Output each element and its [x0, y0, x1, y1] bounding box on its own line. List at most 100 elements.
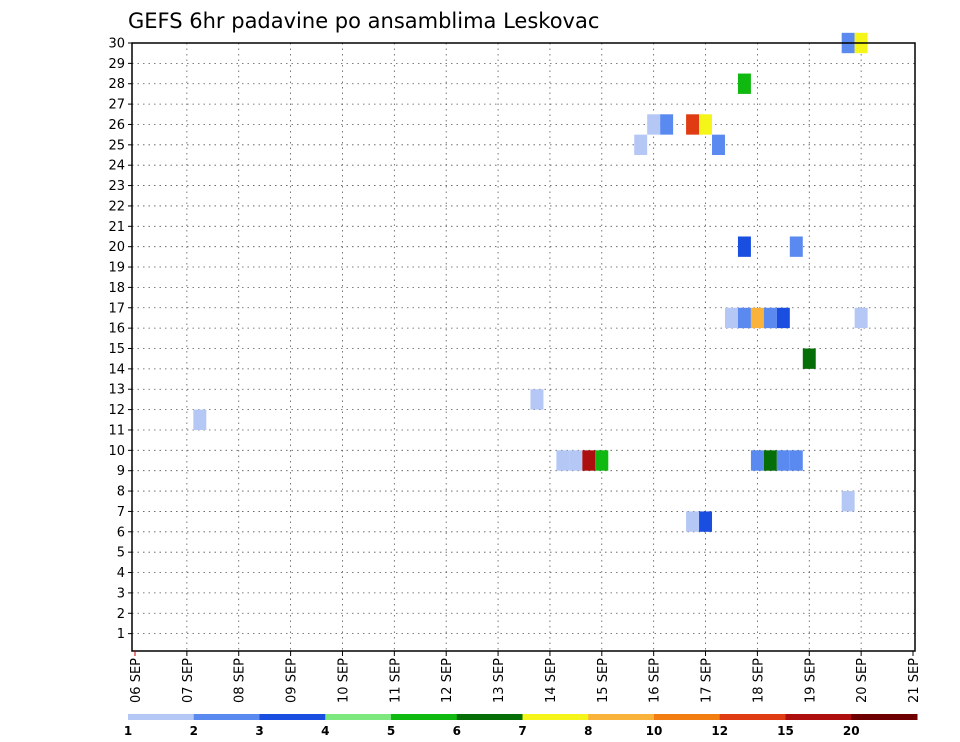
y-tick-label: 5	[117, 546, 125, 561]
x-tick-label: 11 SEP	[388, 658, 403, 703]
y-tick-label: 10	[108, 444, 125, 459]
precip-cell	[699, 511, 713, 532]
y-tick-label: 23	[108, 179, 125, 194]
legend-label: 6	[453, 724, 461, 738]
y-tick-label: 17	[108, 301, 125, 316]
plot-frame	[131, 42, 916, 652]
x-tick-label: 09 SEP	[285, 658, 300, 703]
grid-layer	[132, 42, 915, 651]
y-tick-label: 14	[108, 362, 125, 377]
x-axis: 06 SEP 07 SEP 08 SEP 09 SEP 10 SEP 11 SEP 12 S…	[129, 651, 922, 703]
y-tick-label: 12	[108, 403, 125, 418]
precip-cell	[737, 307, 751, 329]
y-tick-label: 29	[108, 57, 125, 72]
precip-cell	[802, 348, 816, 369]
y-tick-label: 26	[108, 118, 125, 133]
legend-label: 5	[387, 724, 395, 738]
x-tick-label: 14 SEP	[544, 658, 559, 703]
legend-swatch	[259, 714, 326, 720]
legend-swatch	[391, 714, 458, 720]
x-tick-label: 18 SEP	[751, 658, 766, 703]
legend-swatch	[325, 714, 392, 720]
precip-cell	[789, 236, 803, 257]
precip-cell	[854, 307, 868, 329]
precip-cell	[763, 450, 777, 471]
x-tick-label: 15 SEP	[596, 658, 611, 703]
x-tick-label: 13 SEP	[492, 658, 507, 703]
x-tick-label: 20 SEP	[855, 658, 870, 703]
legend-swatch	[128, 714, 195, 720]
legend-label: 2	[190, 724, 198, 738]
legend-swatch	[456, 714, 523, 720]
chart-title: GEFS 6hr padavine po ansamblima Leskovac	[128, 9, 599, 33]
x-tick-label: 10 SEP	[336, 658, 351, 703]
precip-cell	[595, 450, 609, 471]
legend-swatch	[785, 714, 852, 720]
y-tick-label: 18	[108, 281, 125, 296]
precip-cell	[737, 236, 751, 257]
legend-label: 8	[584, 724, 592, 738]
y-tick-label: 2	[117, 607, 125, 622]
y-tick-label: 9	[117, 464, 125, 479]
x-tick-label: 16 SEP	[648, 658, 663, 703]
x-tick-label: 12 SEP	[440, 658, 455, 703]
precip-cell	[699, 114, 713, 135]
precip-cell	[193, 409, 207, 430]
y-tick-label: 28	[108, 77, 125, 92]
precip-cell	[776, 450, 790, 471]
legend-label: 1	[124, 724, 132, 738]
y-tick-label: 7	[117, 505, 125, 520]
y-tick-label: 11	[108, 423, 125, 438]
x-tick-label: 21 SEP	[907, 658, 922, 703]
y-tick-label: 13	[108, 383, 125, 398]
precip-cell	[556, 450, 570, 471]
precip-cell	[776, 307, 790, 329]
precip-cell	[530, 389, 544, 410]
legend-label: 4	[321, 724, 329, 738]
legend-label: 12	[711, 724, 728, 738]
precip-cell	[712, 134, 725, 156]
legend-swatch	[522, 714, 589, 720]
y-tick-label: 22	[108, 199, 125, 214]
y-axis: 1234567891011121314151617181920212223242…	[108, 37, 132, 642]
legend-label: 20	[843, 724, 860, 738]
y-tick-label: 19	[108, 261, 125, 276]
y-tick-label: 3	[117, 586, 125, 601]
y-tick-label: 16	[108, 322, 125, 337]
y-tick-label: 6	[117, 525, 125, 540]
precip-cell	[724, 307, 738, 329]
precip-cell	[582, 450, 596, 471]
y-tick-label: 4	[117, 566, 125, 581]
x-tick-label: 17 SEP	[700, 658, 715, 703]
legend-label: 7	[518, 724, 526, 738]
precip-cell	[763, 307, 777, 329]
y-tick-label: 25	[108, 138, 125, 153]
y-tick-label: 21	[108, 220, 125, 235]
x-tick-label: 07 SEP	[181, 658, 196, 703]
legend-swatch	[588, 714, 655, 720]
precip-cell	[750, 450, 764, 471]
y-tick-label: 30	[108, 37, 125, 52]
legend-swatch	[719, 714, 786, 720]
x-tick-label: 19 SEP	[803, 658, 818, 703]
legend-swatch	[654, 714, 721, 720]
color-legend: 1 2 3 4 5 6 7 8 10 12 15 20	[124, 714, 918, 738]
precip-cell	[686, 511, 700, 532]
y-tick-label: 8	[117, 485, 125, 500]
y-tick-label: 20	[108, 240, 125, 255]
precip-cell	[647, 114, 661, 135]
legend-label: 3	[255, 724, 263, 738]
y-tick-label: 24	[108, 159, 125, 174]
legend-label: 15	[777, 724, 794, 738]
legend-swatch	[851, 714, 918, 720]
y-tick-label: 15	[108, 342, 125, 357]
precip-cell	[789, 450, 803, 471]
legend-label: 10	[646, 724, 663, 738]
precip-cell	[569, 450, 583, 471]
precip-cell	[737, 73, 751, 94]
x-tick-label: 08 SEP	[233, 658, 248, 703]
x-tick-label: 06 SEP	[129, 658, 144, 703]
precip-cell	[686, 114, 700, 135]
y-tick-label: 27	[108, 98, 125, 113]
y-tick-label: 1	[117, 627, 125, 642]
